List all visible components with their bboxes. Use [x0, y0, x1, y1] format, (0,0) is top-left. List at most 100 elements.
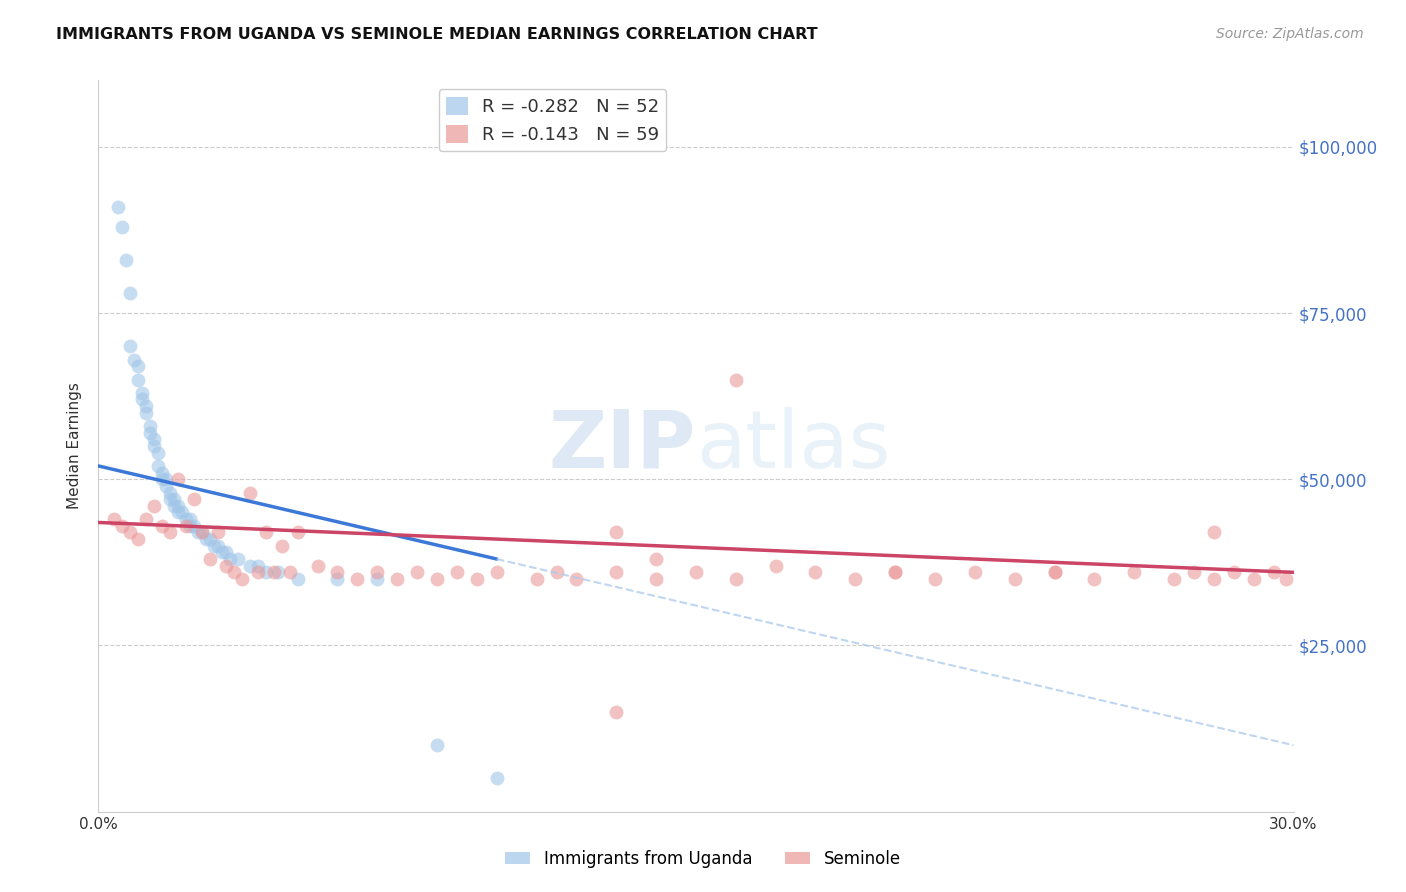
Point [183, 518, 205, 533]
Point [239, 485, 262, 500]
Point [155, 479, 177, 493]
Point [724, 572, 747, 586]
Point [183, 492, 205, 507]
Text: IMMIGRANTS FROM UGANDA VS SEMINOLE MEDIAN EARNINGS CORRELATION CHART: IMMIGRANTS FROM UGANDA VS SEMINOLE MEDIA… [56, 27, 818, 42]
Point [605, 525, 627, 540]
Point [267, 566, 290, 580]
Point [191, 525, 214, 540]
Point [605, 705, 627, 719]
Point [198, 552, 221, 566]
Point [135, 399, 157, 413]
Point [326, 566, 349, 580]
Point [366, 566, 388, 580]
Point [346, 572, 368, 586]
Point [115, 252, 138, 267]
Point [287, 525, 309, 540]
Point [1043, 566, 1066, 580]
Point [1274, 572, 1296, 586]
Point [645, 552, 668, 566]
Point [1263, 566, 1285, 580]
Point [111, 219, 134, 234]
Point [159, 485, 181, 500]
Point [526, 572, 548, 586]
Point [246, 558, 269, 573]
Point [565, 572, 588, 586]
Point [222, 566, 245, 580]
Point [148, 445, 170, 459]
Text: atlas: atlas [696, 407, 890, 485]
Point [215, 558, 238, 573]
Point [685, 566, 707, 580]
Point [143, 439, 166, 453]
Point [195, 532, 218, 546]
Point [179, 512, 201, 526]
Point [207, 525, 229, 540]
Point [191, 525, 214, 540]
Point [465, 572, 488, 586]
Point [385, 572, 409, 586]
Point [1182, 566, 1205, 580]
Point [1163, 572, 1185, 586]
Point [103, 512, 125, 526]
Point [263, 566, 285, 580]
Point [187, 525, 209, 540]
Point [127, 372, 149, 386]
Point [765, 558, 787, 573]
Point [174, 512, 197, 526]
Point [844, 572, 866, 586]
Point [1004, 572, 1026, 586]
Text: Source: ZipAtlas.com: Source: ZipAtlas.com [1216, 27, 1364, 41]
Point [426, 572, 449, 586]
Point [163, 492, 186, 507]
Point [215, 545, 238, 559]
Point [485, 772, 508, 786]
Point [131, 385, 153, 400]
Legend: Immigrants from Uganda, Seminole: Immigrants from Uganda, Seminole [499, 844, 907, 875]
Y-axis label: Median Earnings: Median Earnings [67, 383, 83, 509]
Point [120, 339, 142, 353]
Point [426, 738, 449, 752]
Point [127, 532, 149, 546]
Point [1043, 566, 1066, 580]
Point [139, 419, 162, 434]
Point [231, 572, 253, 586]
Point [485, 566, 508, 580]
Point [326, 572, 349, 586]
Point [1083, 572, 1105, 586]
Point [963, 566, 986, 580]
Point [202, 539, 225, 553]
Point [135, 512, 157, 526]
Point [804, 566, 827, 580]
Point [254, 566, 277, 580]
Point [135, 406, 157, 420]
Point [239, 558, 262, 573]
Point [278, 566, 301, 580]
Point [605, 566, 627, 580]
Point [120, 286, 142, 301]
Point [179, 518, 201, 533]
Point [143, 433, 166, 447]
Point [111, 518, 134, 533]
Point [884, 566, 907, 580]
Point [645, 572, 668, 586]
Point [287, 572, 309, 586]
Point [1202, 525, 1225, 540]
Point [155, 472, 177, 486]
Point [172, 506, 194, 520]
Point [254, 525, 277, 540]
Point [124, 352, 146, 367]
Point [406, 566, 429, 580]
Point [167, 499, 190, 513]
Point [1123, 566, 1146, 580]
Point [198, 532, 221, 546]
Point [246, 566, 269, 580]
Point [174, 518, 197, 533]
Point [270, 539, 292, 553]
Point [131, 392, 153, 407]
Legend: R = -0.282   N = 52, R = -0.143   N = 59: R = -0.282 N = 52, R = -0.143 N = 59 [439, 89, 666, 152]
Point [143, 499, 166, 513]
Point [211, 545, 233, 559]
Point [167, 472, 190, 486]
Point [163, 499, 186, 513]
Point [724, 372, 747, 386]
